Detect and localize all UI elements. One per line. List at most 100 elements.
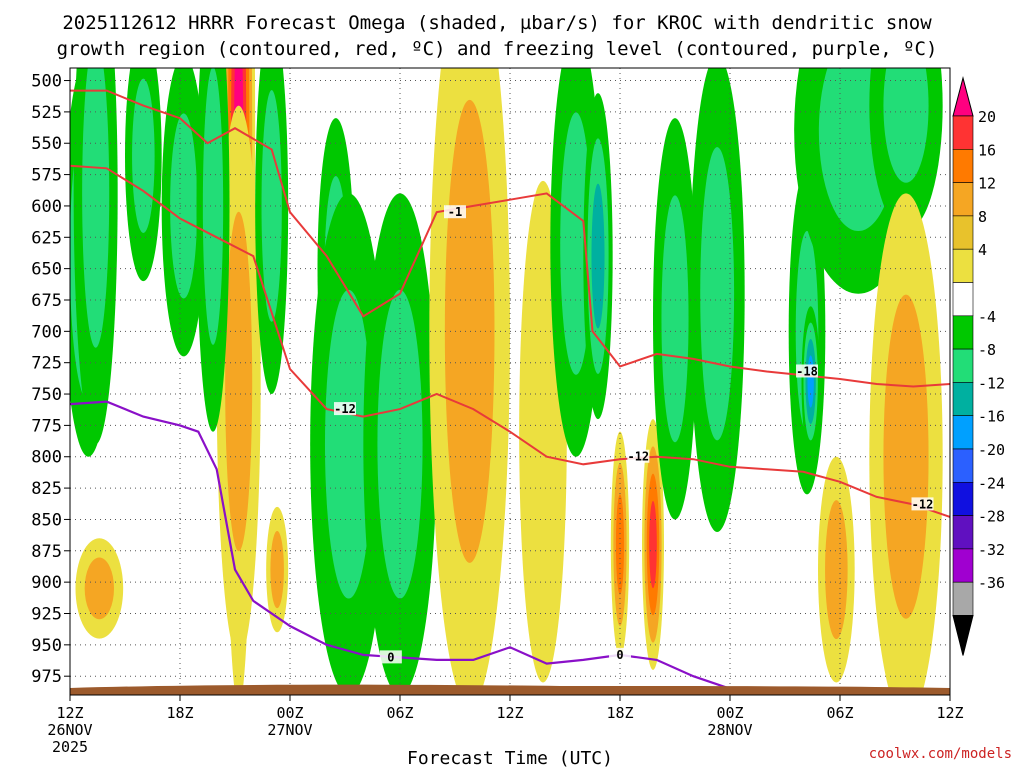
omega-cell <box>161 68 206 357</box>
y-tick-label: 675 <box>31 291 62 311</box>
contour-label-bg <box>609 647 631 661</box>
y-tick-label: 625 <box>31 228 62 248</box>
colorbar-segment <box>952 248 974 283</box>
chart-title-line1: 2025112612 HRRR Forecast Omega (shaded, … <box>62 12 932 34</box>
omega-band <box>825 500 848 640</box>
omega-band <box>324 289 373 599</box>
contour-label: -12 <box>627 450 649 464</box>
omega-band <box>377 289 423 599</box>
colorbar-segment <box>952 348 974 383</box>
x-tick-label: 06Z <box>386 704 413 722</box>
omega-band <box>649 500 657 589</box>
colorbar-label: -24 <box>978 474 1005 492</box>
y-tick-label: 875 <box>31 542 62 562</box>
x-tick-label: 00Z <box>716 704 743 722</box>
omega-cell <box>869 68 943 231</box>
colorbar-top-triangle <box>952 76 974 117</box>
x-axis-label: Forecast Time (UTC) <box>407 748 613 768</box>
colorbar-label: -12 <box>978 374 1005 392</box>
colorbar-label: -20 <box>978 441 1005 459</box>
omega-cell <box>653 118 697 520</box>
omega-cell <box>255 68 289 394</box>
x-tick-year: 2025 <box>52 738 88 756</box>
y-tick-label: 725 <box>31 354 62 374</box>
y-tick-label: 800 <box>31 448 62 468</box>
omega-band <box>84 557 115 620</box>
colorbar-segment <box>952 215 974 250</box>
x-tick-date: 28NOV <box>707 721 752 739</box>
contour-label: -12 <box>334 402 356 416</box>
x-tick-label: 12Z <box>496 704 523 722</box>
omega-cell <box>363 193 437 695</box>
contour-label-bg <box>444 205 466 219</box>
contour-label: 0 <box>387 650 394 664</box>
contour-label-bg <box>379 650 402 664</box>
omega-cell <box>689 68 745 532</box>
y-tick-label: 975 <box>31 667 62 687</box>
omega-band <box>261 90 282 322</box>
omega-cell <box>73 68 118 445</box>
colorbar-label: -28 <box>978 508 1005 526</box>
contour-label: -1 <box>448 205 462 219</box>
colorbar-segment <box>952 548 974 583</box>
omega-band <box>170 113 198 299</box>
colorbar-label: 20 <box>978 108 996 126</box>
colorbar-segment <box>952 315 974 350</box>
omega-band <box>883 294 929 619</box>
omega-band <box>700 147 735 441</box>
pressure-axis: 500 525 550 575 600 625 650 675 700 725 750 775 800 8… <box>31 72 70 687</box>
y-tick-label: 775 <box>31 416 62 436</box>
omega-cell <box>266 506 289 633</box>
y-tick-label: 850 <box>31 510 62 530</box>
x-tick-label: 12Z <box>936 704 963 722</box>
colorbar-bottom-triangle <box>952 615 974 656</box>
y-tick-label: 600 <box>31 197 62 217</box>
y-tick-label: 550 <box>31 134 62 154</box>
chart-title-line2: growth region (contoured, red, ºC) and f… <box>57 38 938 60</box>
contour-label: 0 <box>616 648 623 662</box>
omega-band <box>444 99 495 563</box>
colorbar-segment <box>952 515 974 550</box>
colorbar-label: -32 <box>978 541 1005 559</box>
y-tick-label: 750 <box>31 385 62 405</box>
contour-label-bg <box>796 364 818 378</box>
contour-label: -18 <box>796 364 818 378</box>
colorbar-segment <box>952 448 974 483</box>
x-tick-label: 06Z <box>826 704 853 722</box>
omega-band <box>560 112 592 375</box>
y-tick-label: 925 <box>31 604 62 624</box>
omega-cell <box>75 538 124 639</box>
omega-band <box>225 211 253 552</box>
x-tick-date: 27NOV <box>267 721 312 739</box>
omega-cell <box>818 456 855 683</box>
gridlines <box>69 68 951 695</box>
omega-cell <box>583 93 613 420</box>
contour-label-bg <box>334 402 356 416</box>
freezing-level-contour <box>70 400 731 690</box>
colorbar-segment <box>952 481 974 516</box>
temperature-contours: -12 -12 -12 -1 -18 0 0 <box>70 89 950 690</box>
y-tick-label: 825 <box>31 479 62 499</box>
colorbar-segment <box>952 382 974 416</box>
colorbar-label: 16 <box>978 141 996 159</box>
colorbar-label: 8 <box>978 208 987 226</box>
y-tick-label: 700 <box>31 322 62 342</box>
x-tick-label: 00Z <box>276 704 303 722</box>
y-tick-label: 900 <box>31 573 62 593</box>
omega-shading <box>70 68 943 695</box>
omega-band <box>661 195 689 443</box>
x-tick-label: 18Z <box>606 704 633 722</box>
omega-colorbar: 20 16 12 8 4 -4 -8 -12 -16 -20 -24 -28 -32 -36 <box>952 76 1005 656</box>
omega-band <box>270 531 284 609</box>
x-tick-label: 18Z <box>166 704 193 722</box>
colorbar-segment <box>952 149 974 183</box>
omega-band <box>591 183 605 329</box>
ground-surface <box>70 684 950 695</box>
colorbar-segment <box>952 282 974 317</box>
colorbar-label: 12 <box>978 175 996 193</box>
colorbar-segment <box>952 415 974 450</box>
colorbar-label: -4 <box>978 308 996 326</box>
colorbar-segment <box>952 182 974 217</box>
